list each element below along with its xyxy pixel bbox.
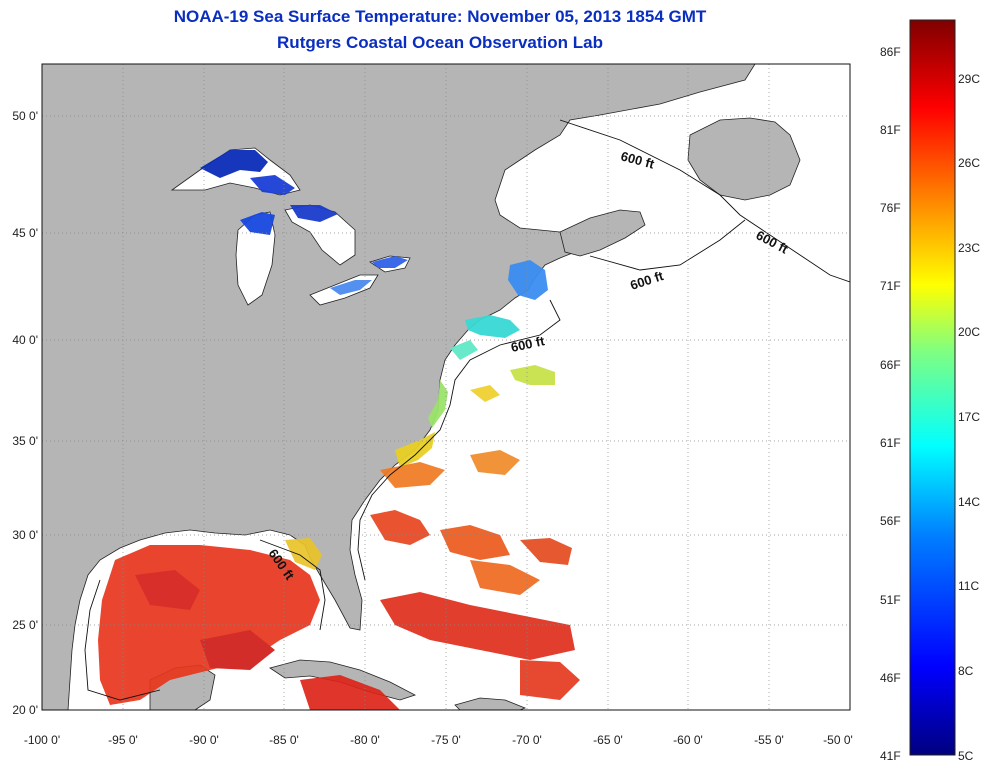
lon-tick-label: -55 0' — [754, 733, 784, 747]
lat-tick-label: 20 0' — [12, 703, 38, 717]
celsius-label: 29C — [958, 72, 980, 86]
lon-tick-label: -95 0' — [108, 733, 138, 747]
lon-tick-label: -65 0' — [593, 733, 623, 747]
fahrenheit-label: 41F — [880, 749, 901, 763]
lat-tick-label: 50 0' — [12, 109, 38, 123]
lon-tick-label: -50 0' — [823, 733, 853, 747]
celsius-label: 23C — [958, 241, 980, 255]
lat-tick-label: 25 0' — [12, 618, 38, 632]
lon-tick-label: -100 0' — [24, 733, 60, 747]
celsius-label: 17C — [958, 410, 980, 424]
fahrenheit-label: 66F — [880, 358, 901, 372]
fahrenheit-label: 76F — [880, 201, 901, 215]
fahrenheit-label: 81F — [880, 123, 901, 137]
celsius-label: 8C — [958, 664, 974, 678]
latitude-axis: 50 0' 45 0' 40 0' 35 0' 30 0' 25 0' 20 0… — [12, 109, 38, 717]
land-newfoundland — [687, 117, 801, 201]
lake-sst — [200, 150, 408, 295]
gulf-sst — [98, 538, 400, 710]
ocean-sst — [370, 450, 580, 700]
title-line-2: Rutgers Coastal Ocean Observation Lab — [277, 33, 603, 52]
fahrenheit-label: 51F — [880, 593, 901, 607]
celsius-label: 26C — [958, 156, 980, 170]
lon-tick-label: -85 0' — [269, 733, 299, 747]
colorbar — [909, 19, 956, 756]
lon-tick-label: -75 0' — [431, 733, 461, 747]
colorbar-fahrenheit-labels: 86F 81F 76F 71F 66F 61F 56F 51F 46F 41F — [880, 45, 901, 763]
land-hispaniola — [454, 697, 527, 710]
celsius-label: 14C — [958, 495, 980, 509]
lat-tick-label: 45 0' — [12, 226, 38, 240]
coastal-sst — [395, 260, 555, 468]
lon-tick-label: -70 0' — [512, 733, 542, 747]
fahrenheit-label: 56F — [880, 514, 901, 528]
contour-label-4: 600 ft — [510, 333, 547, 355]
isobath-600ft — [84, 119, 850, 701]
lat-tick-label: 35 0' — [12, 434, 38, 448]
title-line-1: NOAA-19 Sea Surface Temperature: Novembe… — [173, 7, 707, 26]
lon-tick-label: -80 0' — [350, 733, 380, 747]
fahrenheit-label: 71F — [880, 279, 901, 293]
graticule — [42, 64, 850, 710]
lat-tick-label: 30 0' — [12, 528, 38, 542]
fahrenheit-label: 86F — [880, 45, 901, 59]
lon-tick-label: -60 0' — [673, 733, 703, 747]
lat-tick-label: 40 0' — [12, 333, 38, 347]
map-title: NOAA-19 Sea Surface Temperature: Novembe… — [40, 4, 840, 56]
lon-tick-label: -90 0' — [189, 733, 219, 747]
celsius-label: 11C — [958, 579, 979, 593]
fahrenheit-label: 46F — [880, 671, 901, 685]
longitude-axis: -100 0' -95 0' -90 0' -85 0' -80 0' -75 … — [24, 733, 853, 747]
fahrenheit-label: 61F — [880, 436, 901, 450]
celsius-label: 5C — [958, 749, 974, 763]
colorbar-celsius-labels: 29C 26C 23C 20C 17C 14C 11C 8C 5C — [958, 72, 980, 763]
map-frame — [41, 63, 851, 711]
celsius-label: 20C — [958, 325, 980, 339]
